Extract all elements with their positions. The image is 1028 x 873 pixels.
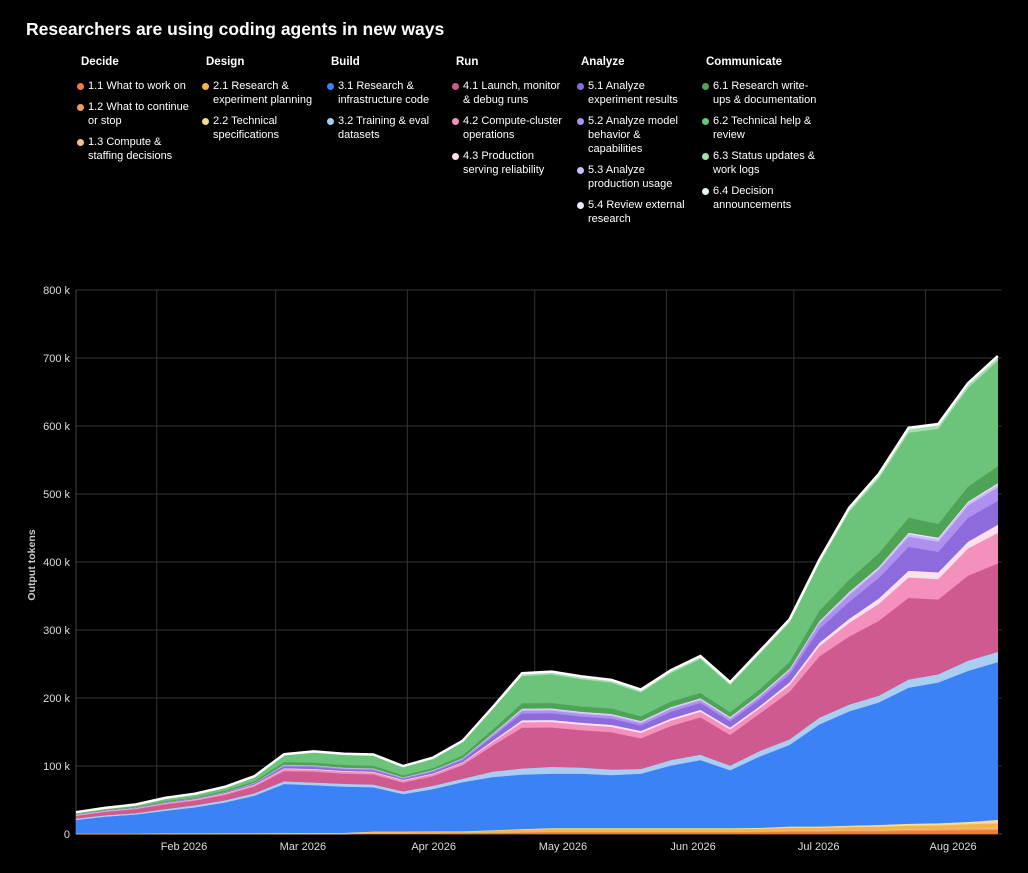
y-tick-label: 700 k — [43, 353, 70, 365]
x-axis-ticks: Feb 2026 Mar 2026 Apr 2026 May 2026 Jun 2026… — [161, 841, 977, 853]
legend-swatch — [452, 152, 459, 160]
legend-item-c64: 6.4 Decision announcements — [702, 184, 820, 212]
legend-item-a54: 5.4 Review external research — [577, 198, 695, 226]
legend-item-r42: 4.2 Compute-cluster operations — [452, 114, 570, 142]
legend-swatch — [702, 117, 709, 125]
legend-group-title: Communicate — [706, 56, 783, 68]
legend-item-b31: 3.1 Research & infrastructure code — [327, 79, 445, 107]
legend-swatch — [577, 201, 584, 209]
legend-swatch — [327, 117, 334, 125]
legend-swatch — [702, 187, 709, 195]
legend-group-title: Build — [331, 56, 360, 68]
y-tick-label: 100 k — [43, 761, 70, 773]
legend-item-d13: 1.3 Compute & staffing decisions — [77, 135, 195, 163]
legend-label: 5.3 Analyze production usage — [588, 164, 673, 190]
y-axis-ticks: 0 100 k 200 k 300 k 400 k 500 k 600 k 700 k 800 … — [43, 285, 70, 841]
legend-label: 6.1 Research write-ups & documentation — [713, 80, 817, 106]
y-tick-label: 300 k — [43, 625, 70, 637]
y-tick-label: 500 k — [43, 489, 70, 501]
legend-group-communicate: Communicate 6.1 Research write-ups & docu… — [702, 55, 820, 219]
legend-group-run: Run 4.1 Launch, monitor & debug runs 4.2 C… — [452, 55, 570, 184]
total-outline — [75, 355, 999, 814]
legend-swatch — [327, 82, 334, 90]
legend-item-b32: 3.2 Training & eval datasets — [327, 114, 445, 142]
legend-swatch — [202, 117, 209, 125]
legend-label: 6.4 Decision announcements — [713, 185, 792, 211]
legend-label: 5.1 Analyze experiment results — [588, 80, 678, 106]
legend-item-d21: 2.1 Research & experiment planning — [202, 79, 320, 107]
y-tick-label: 400 k — [43, 557, 70, 569]
x-tick-label: Jun 2026 — [670, 841, 715, 853]
legend-swatch — [77, 103, 84, 111]
legend-swatch — [77, 82, 84, 90]
legend-swatch — [77, 138, 84, 146]
x-tick-label: Apr 2026 — [411, 841, 456, 853]
legend-item-r41: 4.1 Launch, monitor & debug runs — [452, 79, 570, 107]
legend-swatch — [577, 117, 584, 125]
legend-item-d12: 1.2 What to continue or stop — [77, 100, 195, 128]
legend-label: 1.2 What to continue or stop — [88, 101, 189, 127]
legend-label: 4.3 Production serving reliability — [463, 150, 545, 176]
legend-label: 1.1 What to work on — [88, 80, 186, 92]
legend-item-d22: 2.2 Technical specifications — [202, 114, 320, 142]
legend-swatch — [702, 152, 709, 160]
legend-item-c61: 6.1 Research write-ups & documentation — [702, 79, 820, 107]
legend-group-design: Design 2.1 Research & experiment planning… — [202, 55, 320, 149]
legend-group-title: Design — [206, 56, 245, 68]
legend-group-title: Analyze — [581, 56, 625, 68]
y-tick-label: 600 k — [43, 421, 70, 433]
legend-group-title: Run — [456, 56, 479, 68]
legend-item-d11: 1.1 What to work on — [77, 79, 195, 93]
legend-label: 5.2 Analyze model behavior & capabilitie… — [588, 115, 678, 155]
legend-group-analyze: Analyze 5.1 Analyze experiment results 5.2… — [577, 55, 695, 233]
legend-swatch — [577, 82, 584, 90]
legend-swatch — [577, 166, 584, 174]
y-tick-label: 200 k — [43, 693, 70, 705]
legend-swatch — [702, 82, 709, 90]
legend-swatch — [452, 82, 459, 90]
legend-label: 6.2 Technical help & review — [713, 115, 812, 141]
legend-label: 4.1 Launch, monitor & debug runs — [463, 80, 561, 106]
legend-label: 6.3 Status updates & work logs — [713, 150, 816, 176]
legend-label: 5.4 Review external research — [588, 199, 685, 225]
legend-item-c62: 6.2 Technical help & review — [702, 114, 820, 142]
legend-swatch — [202, 82, 209, 90]
legend-group-decide: Decide 1.1 What to work on 1.2 What to con… — [77, 55, 195, 170]
area-series — [75, 355, 999, 835]
x-tick-label: Aug 2026 — [930, 841, 977, 853]
legend-item-c63: 6.3 Status updates & work logs — [702, 149, 820, 177]
x-tick-label: Mar 2026 — [280, 841, 326, 853]
y-tick-label: 0 — [64, 829, 70, 841]
legend-label: 3.1 Research & infrastructure code — [338, 80, 430, 106]
x-tick-label: May 2026 — [539, 841, 587, 853]
legend-label: 1.3 Compute & staffing decisions — [88, 136, 173, 162]
legend-group-build: Build 3.1 Research & infrastructure code 3… — [327, 55, 445, 149]
legend-label: 2.1 Research & experiment planning — [213, 80, 313, 106]
legend-item-a51: 5.1 Analyze experiment results — [577, 79, 695, 107]
x-tick-label: Feb 2026 — [161, 841, 207, 853]
legend-label: 3.2 Training & eval datasets — [338, 115, 430, 141]
chart-title: Researchers are using coding agents in n… — [26, 19, 445, 39]
legend-swatch — [452, 117, 459, 125]
legend-item-a52: 5.2 Analyze model behavior & capabilitie… — [577, 114, 695, 156]
legend-label: 4.2 Compute-cluster operations — [463, 115, 563, 141]
legend-item-a53: 5.3 Analyze production usage — [577, 163, 695, 191]
legend-group-title: Decide — [81, 56, 119, 68]
legend-item-r43: 4.3 Production serving reliability — [452, 149, 570, 177]
y-tick-label: 800 k — [43, 285, 70, 297]
x-tick-label: Jul 2026 — [798, 841, 840, 853]
legend-label: 2.2 Technical specifications — [213, 115, 280, 141]
